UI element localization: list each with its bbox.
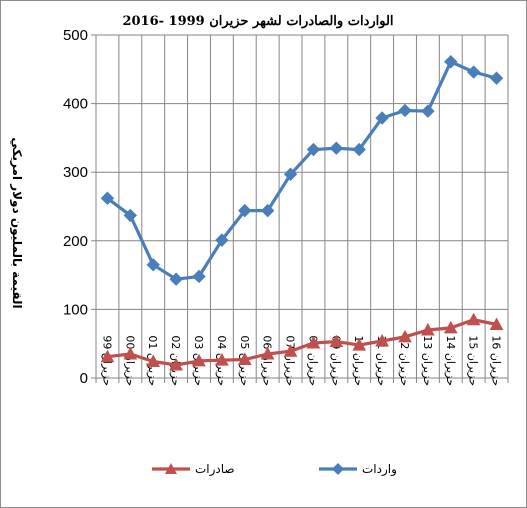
grid: [95, 34, 509, 379]
data-point: [146, 354, 161, 368]
x-tick-label: حزيران 06: [261, 335, 274, 386]
data-point: [466, 312, 481, 326]
legend-label: واردات: [362, 462, 397, 477]
data-point: [169, 272, 183, 286]
y-axis-label: القيمة بالمليون دولار امريكي: [9, 137, 24, 308]
x-tick-label: حزيران 09: [329, 335, 342, 386]
data-point: [100, 349, 115, 363]
data-point: [398, 329, 412, 343]
series-imports: [100, 55, 504, 286]
axes: [91, 34, 509, 383]
data-point: [489, 71, 504, 85]
series-group: [100, 55, 504, 371]
legend-item-imports: واردات: [319, 462, 397, 477]
data-point: [123, 208, 138, 223]
data-point: [215, 353, 229, 366]
data-point: [421, 104, 435, 118]
data-point: [375, 333, 389, 347]
x-tick-label: حزيران 07: [284, 335, 297, 386]
x-tick-label: حزيران 11: [375, 335, 388, 386]
y-tick-labels: 0 100 200 300 400 500: [63, 27, 88, 387]
data-point: [215, 233, 229, 247]
data-point: [283, 167, 298, 181]
series-line: [107, 318, 497, 367]
data-point: [100, 191, 115, 205]
y-tick-label: 200: [63, 233, 88, 250]
y-tick-label: 400: [63, 96, 88, 113]
x-tick-label: حزيران 13: [421, 335, 434, 386]
legend: واردات صادرات: [152, 462, 397, 477]
data-point: [192, 269, 206, 284]
data-point: [398, 103, 412, 118]
x-tick-label: حزيران 00: [123, 335, 136, 386]
data-point: [375, 111, 389, 125]
data-point: [444, 55, 458, 69]
data-point: [489, 317, 504, 330]
data-point: [238, 203, 252, 218]
legend-marker: [165, 463, 177, 474]
x-tick-label: حزيران 16: [490, 335, 503, 386]
data-point: [306, 142, 321, 157]
y-tick-label: 300: [63, 164, 88, 181]
data-point: [260, 346, 275, 360]
data-point: [146, 258, 160, 272]
x-tick-label: حزيران 14: [444, 335, 457, 386]
data-point: [306, 335, 321, 349]
y-tick-label: 0: [80, 370, 88, 387]
legend-item-exports: صادرات: [152, 462, 235, 477]
x-tick-label: حزيران 12: [398, 335, 411, 386]
x-tick-label: حزيران 15: [467, 335, 480, 386]
data-point: [443, 320, 458, 334]
data-point: [169, 357, 183, 371]
chart-title: الواردات والصادرات لشهر حزيران 1999 -201…: [122, 14, 393, 29]
series-exports: [100, 312, 504, 371]
data-point: [329, 141, 344, 155]
data-point: [283, 344, 298, 357]
legend-marker: [332, 463, 344, 475]
data-point: [260, 203, 275, 218]
y-tick-label: 100: [63, 301, 88, 318]
data-point: [352, 338, 367, 351]
data-point: [466, 65, 481, 79]
legend-label: صادرات: [195, 462, 235, 477]
data-point: [352, 142, 366, 157]
y-tick-label: 500: [63, 27, 88, 44]
data-point: [123, 346, 138, 360]
data-point: [237, 352, 252, 365]
data-point: [421, 322, 435, 336]
data-point: [192, 353, 206, 367]
data-point: [329, 334, 344, 348]
